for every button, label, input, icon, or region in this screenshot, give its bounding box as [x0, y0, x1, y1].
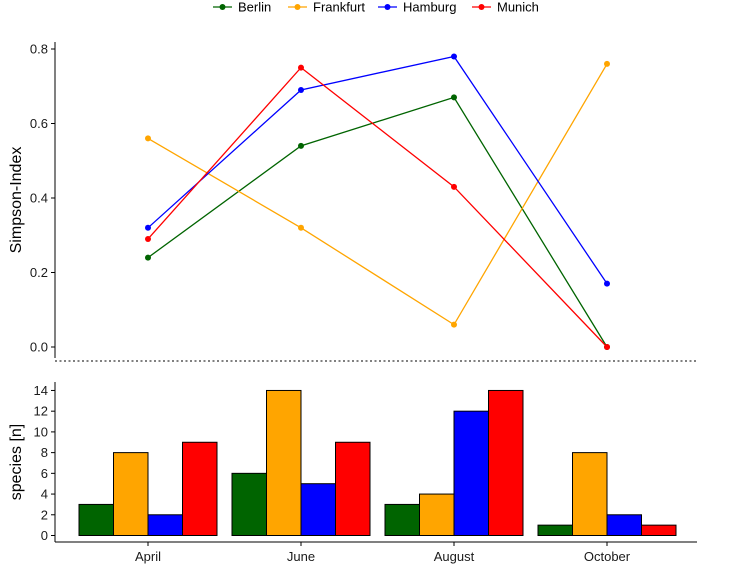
top-y-axis-label: Simpson-Index	[8, 147, 25, 254]
top-series-lines	[147, 55, 608, 348]
point-hamburg-august	[451, 53, 457, 60]
point-munich-august	[451, 183, 457, 190]
series-line-frankfurt	[147, 63, 608, 326]
bar-munich-april	[182, 441, 218, 537]
point-munich-april	[145, 235, 151, 242]
x-tick-label-august: August	[434, 549, 475, 564]
bar-munich-october	[641, 524, 677, 537]
bottom-y-tick-label: 4	[41, 487, 48, 502]
bar-berlin-june	[231, 472, 267, 536]
bar-frankfurt-october	[572, 452, 608, 536]
bar-berlin-april	[78, 503, 114, 537]
bottom-y-axis-label: species [n]	[8, 424, 25, 500]
bar-hamburg-april	[147, 514, 183, 537]
series-line-munich	[147, 66, 608, 348]
point-frankfurt-april	[145, 135, 151, 142]
legend: Berlin Frankfurt Hamburg Munich	[213, 0, 539, 15]
point-berlin-august	[451, 94, 457, 101]
simpson-index-line-chart: Simpson-Index 0.0 0.2 0.4 0.6 0.8	[8, 42, 610, 358]
bottom-y-tick-label: 14	[34, 383, 48, 398]
top-y-tick-label: 0.6	[30, 116, 48, 131]
legend-key-point	[219, 4, 226, 10]
point-frankfurt-august	[451, 321, 457, 328]
legend-item-frankfurt: Frankfurt	[288, 0, 365, 15]
bar-hamburg-june	[300, 483, 336, 537]
bar-berlin-august	[384, 503, 420, 537]
x-ticks: April June August October	[135, 542, 631, 564]
bottom-y-tick-label: 6	[41, 466, 48, 481]
x-tick-label-april: April	[135, 549, 161, 564]
legend-label: Berlin	[238, 0, 271, 15]
series-line-hamburg	[147, 55, 608, 285]
legend-label: Munich	[497, 0, 539, 15]
legend-key-point	[478, 4, 485, 10]
x-tick-label-october: October	[584, 549, 631, 564]
legend-label: Hamburg	[403, 0, 456, 15]
top-series-points	[145, 53, 610, 350]
point-frankfurt-june	[298, 224, 304, 231]
bar-munich-june	[335, 441, 371, 537]
bar-berlin-october	[537, 524, 573, 537]
legend-item-berlin: Berlin	[213, 0, 271, 15]
legend-item-hamburg: Hamburg	[378, 0, 456, 15]
point-munich-june	[298, 64, 304, 71]
bars	[78, 389, 677, 537]
point-berlin-april	[145, 254, 151, 261]
bar-frankfurt-june	[266, 389, 302, 536]
legend-key-point	[384, 4, 391, 10]
point-hamburg-april	[145, 224, 151, 231]
top-y-tick-label: 0.2	[30, 265, 48, 280]
bar-hamburg-october	[606, 514, 642, 537]
bar-munich-august	[488, 389, 524, 536]
legend-key-point	[294, 4, 301, 10]
point-munich-october	[604, 344, 610, 350]
top-y-ticks: 0.0 0.2 0.4 0.6 0.8	[30, 42, 55, 355]
point-berlin-june	[298, 142, 304, 149]
top-y-tick-label: 0.4	[30, 191, 48, 206]
top-y-tick-label: 0.8	[30, 42, 48, 57]
bottom-y-tick-label: 2	[41, 507, 48, 522]
species-count-bar-chart: species [n] 0 2 4 6 8 10 12 14 April June August O…	[8, 382, 697, 564]
bar-frankfurt-august	[419, 493, 455, 536]
point-hamburg-june	[298, 86, 304, 93]
bottom-y-tick-label: 12	[34, 404, 48, 419]
legend-label: Frankfurt	[313, 0, 365, 15]
series-line-berlin	[147, 96, 608, 348]
point-frankfurt-october	[604, 60, 610, 67]
bottom-y-tick-label: 10	[34, 424, 48, 439]
point-hamburg-october	[604, 280, 610, 287]
x-tick-label-june: June	[287, 549, 315, 564]
bar-frankfurt-april	[113, 452, 149, 536]
bar-hamburg-august	[453, 410, 489, 536]
top-y-tick-label: 0.0	[30, 340, 48, 355]
legend-item-munich: Munich	[472, 0, 539, 15]
bottom-y-tick-label: 0	[41, 528, 48, 543]
bottom-y-ticks: 0 2 4 6 8 10 12 14	[34, 383, 55, 543]
bottom-y-tick-label: 8	[41, 445, 48, 460]
